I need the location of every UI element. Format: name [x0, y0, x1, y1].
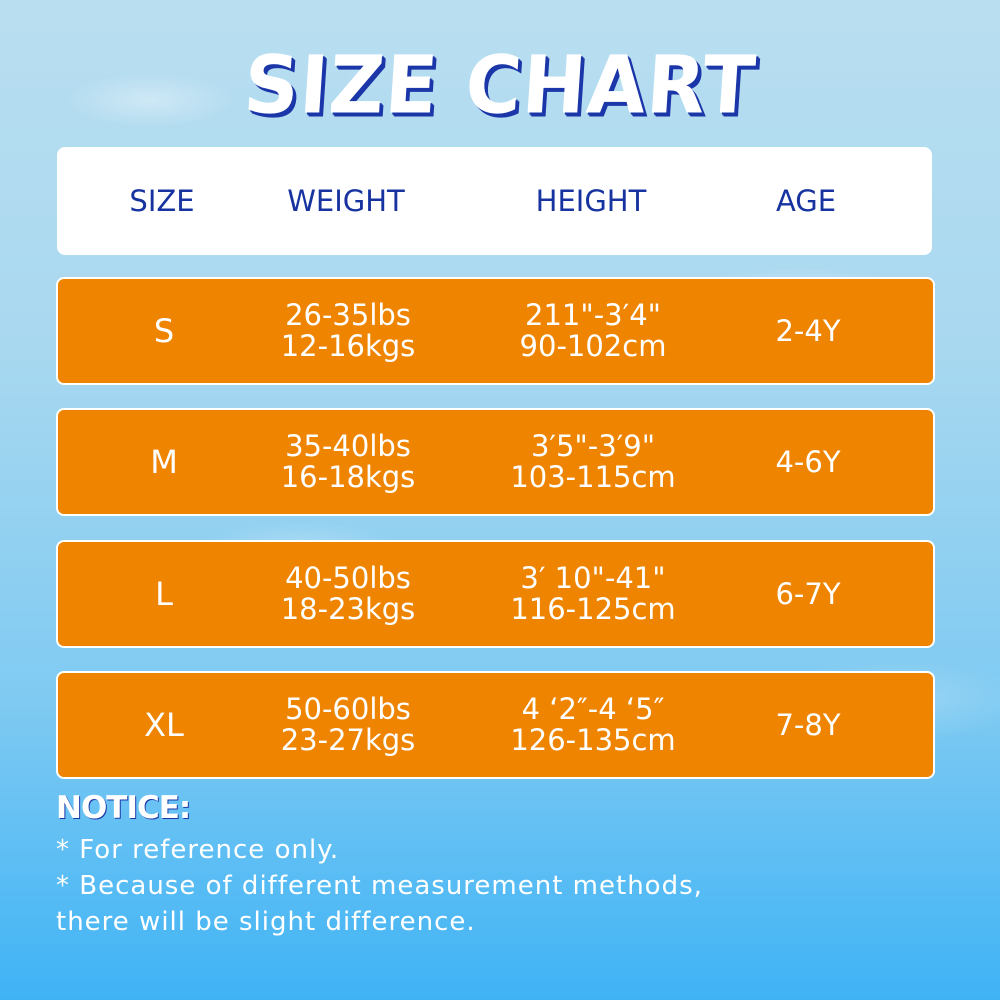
weight-kgs: 23-27kgs: [280, 723, 416, 757]
weight-kgs: 12-16kgs: [280, 329, 416, 363]
height-ft: 4 ‘2″-4 ‘5″: [521, 692, 665, 726]
notice-line: there will be slight difference.: [56, 907, 476, 937]
size-cell: M: [150, 442, 178, 481]
header-size: SIZE: [129, 183, 195, 218]
notice: NOTICE: * For reference only. * Because …: [56, 790, 703, 940]
age-cell: 6-7Y: [775, 576, 841, 611]
table-header: SIZE WEIGHT HEIGHT AGE: [57, 147, 932, 255]
weight-cell: 40-50lbs 18-23kgs: [281, 542, 416, 646]
page-title: SIZE CHART: [241, 37, 759, 132]
header-weight: WEIGHT: [287, 183, 405, 218]
height-ft: 211"-3′4": [525, 298, 661, 332]
height-ft: 3′5"-3′9": [530, 429, 656, 463]
height-cell: 3′5"-3′9" 103-115cm: [510, 410, 675, 514]
age-cell: 2-4Y: [775, 313, 841, 348]
weight-cell: 35-40lbs 16-18kgs: [281, 410, 416, 514]
height-cell: 211"-3′4" 90-102cm: [520, 279, 667, 383]
weight-lbs: 26-35lbs: [285, 298, 411, 332]
table-row: XL 50-60lbs 23-27kgs 4 ‘2″-4 ‘5″ 126-135…: [56, 671, 935, 779]
height-cm: 90-102cm: [519, 329, 667, 363]
notice-line: * For reference only.: [56, 835, 340, 865]
header-height: HEIGHT: [535, 183, 647, 218]
notice-heading: NOTICE:: [56, 790, 191, 826]
table-row: S 26-35lbs 12-16kgs 211"-3′4" 90-102cm 2…: [56, 277, 935, 385]
height-cm: 126-135cm: [510, 723, 676, 757]
size-cell: S: [153, 311, 175, 350]
height-cell: 3′ 10"-41" 116-125cm: [510, 542, 675, 646]
height-cell: 4 ‘2″-4 ‘5″ 126-135cm: [510, 673, 675, 777]
age-cell: 4-6Y: [775, 444, 841, 479]
weight-cell: 26-35lbs 12-16kgs: [281, 279, 416, 383]
height-cm: 116-125cm: [510, 592, 676, 626]
weight-lbs: 50-60lbs: [285, 692, 411, 726]
age-cell: 7-8Y: [775, 707, 841, 742]
weight-lbs: 40-50lbs: [285, 561, 411, 595]
notice-line: * Because of different measurement metho…: [56, 871, 703, 901]
height-ft: 3′ 10"-41": [520, 561, 666, 595]
size-cell: XL: [144, 705, 184, 744]
table-row: L 40-50lbs 18-23kgs 3′ 10"-41" 116-125cm…: [56, 540, 935, 648]
weight-kgs: 18-23kgs: [280, 592, 416, 626]
size-cell: L: [155, 574, 173, 613]
weight-cell: 50-60lbs 23-27kgs: [281, 673, 416, 777]
table-row: M 35-40lbs 16-18kgs 3′5"-3′9" 103-115cm …: [56, 408, 935, 516]
height-cm: 103-115cm: [510, 460, 676, 494]
weight-kgs: 16-18kgs: [280, 460, 416, 494]
header-age: AGE: [775, 183, 837, 218]
weight-lbs: 35-40lbs: [285, 429, 411, 463]
